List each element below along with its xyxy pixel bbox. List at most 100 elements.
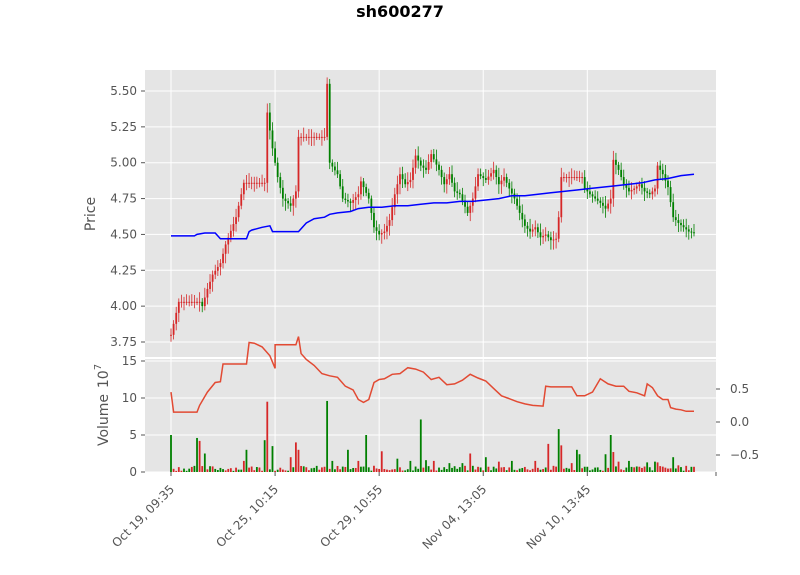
volume-bar [578, 454, 581, 472]
candle-body [659, 165, 662, 170]
volume-bar [370, 470, 373, 472]
volume-bar [552, 465, 555, 472]
volume-bars [170, 400, 695, 472]
candle-body [198, 301, 201, 303]
volume-bar [648, 467, 651, 472]
candle-body [633, 188, 636, 190]
candle-body [172, 323, 175, 335]
candle-body [209, 281, 211, 289]
candle-body [354, 197, 357, 201]
price-ytick-label: 3.75 [110, 335, 137, 349]
volume-bar [466, 470, 469, 472]
candle-body [430, 154, 433, 162]
candle-body [531, 229, 534, 232]
volume-bar [453, 466, 456, 472]
volume-bar [240, 469, 243, 472]
volume-bar [183, 468, 185, 472]
volume-y-axis: 0 5 10 15 [122, 354, 145, 479]
candle-body [227, 237, 230, 245]
price-ytick-label: 5.50 [110, 84, 137, 98]
x-tick-label: Oct 25, 10:15 [213, 482, 281, 550]
candle-body [271, 130, 274, 149]
volume-bar [544, 467, 547, 472]
volume-bar [321, 467, 323, 472]
volume-bar [451, 467, 453, 472]
volume-bar [172, 468, 175, 472]
candle-body [667, 180, 669, 188]
volume-bar [445, 469, 448, 472]
volume-bar [289, 457, 292, 472]
candle-body [654, 188, 656, 192]
candle-body [229, 230, 232, 238]
candle-body [409, 179, 412, 183]
candle-body [193, 301, 196, 303]
volume-bar [477, 466, 479, 472]
candle-body [620, 169, 623, 178]
candle-body [674, 217, 677, 221]
volume-axis-exponent: 7 [93, 364, 104, 370]
volume-bar [677, 465, 680, 472]
volume-bar [360, 466, 362, 472]
volume-bar [635, 466, 638, 472]
volume-bar [469, 453, 472, 472]
volume-bar [521, 468, 524, 472]
candle-body [487, 176, 490, 180]
candle-body [370, 198, 373, 213]
volume-bar [510, 460, 513, 472]
candle-body [196, 301, 198, 303]
volume-bar [560, 445, 563, 472]
candle-body [544, 234, 547, 236]
candle-body [664, 174, 667, 181]
volume-bar [458, 467, 461, 472]
candle-body [594, 196, 597, 199]
candle-body [552, 239, 555, 241]
volume-bar [661, 466, 664, 472]
price-ytick-label: 4.25 [110, 263, 137, 277]
volume-bar [188, 468, 191, 472]
volume-bar [690, 466, 693, 472]
volume-bar [276, 469, 279, 472]
candle-body [461, 194, 464, 201]
volume-axis-multiplier: 107 [93, 364, 112, 388]
volume-bar [401, 470, 404, 472]
price-panel-background [145, 70, 716, 357]
volume-bar [534, 460, 537, 472]
candle-body [578, 177, 581, 179]
volume-bar [292, 467, 295, 472]
volume-bar [471, 465, 474, 472]
candle-body [365, 187, 368, 193]
candle-body [622, 177, 625, 185]
candle-body [445, 179, 448, 185]
candle-body [281, 187, 284, 199]
volume-bar [505, 470, 508, 472]
candle-body [542, 235, 544, 238]
volume-bar [638, 466, 641, 472]
candle-body [680, 222, 682, 226]
volume-secondary-tick-label: 0.5 [730, 382, 749, 396]
volume-bar [318, 469, 321, 472]
volume-bar [693, 466, 695, 472]
candle-body [386, 225, 388, 232]
volume-bar [456, 468, 459, 472]
volume-secondary-tick-label: 0.0 [730, 415, 749, 429]
volume-bar [682, 470, 685, 472]
volume-bar [680, 467, 682, 472]
x-tick-label: Oct 19, 09:35 [109, 482, 177, 550]
volume-bar [607, 467, 610, 472]
candle-body [287, 200, 289, 204]
candle-body [547, 234, 550, 238]
volume-bar [279, 467, 282, 472]
candle-body [242, 182, 245, 195]
volume-bar [349, 469, 352, 472]
volume-bar [448, 463, 451, 472]
volume-bar [620, 469, 623, 472]
volume-bar [594, 467, 597, 472]
candle-body [521, 212, 524, 220]
volume-bar [425, 460, 427, 472]
volume-bar [287, 470, 289, 472]
candle-body [336, 170, 339, 175]
volume-bar [396, 458, 399, 472]
candle-body [560, 177, 563, 218]
volume-bar [508, 467, 511, 472]
